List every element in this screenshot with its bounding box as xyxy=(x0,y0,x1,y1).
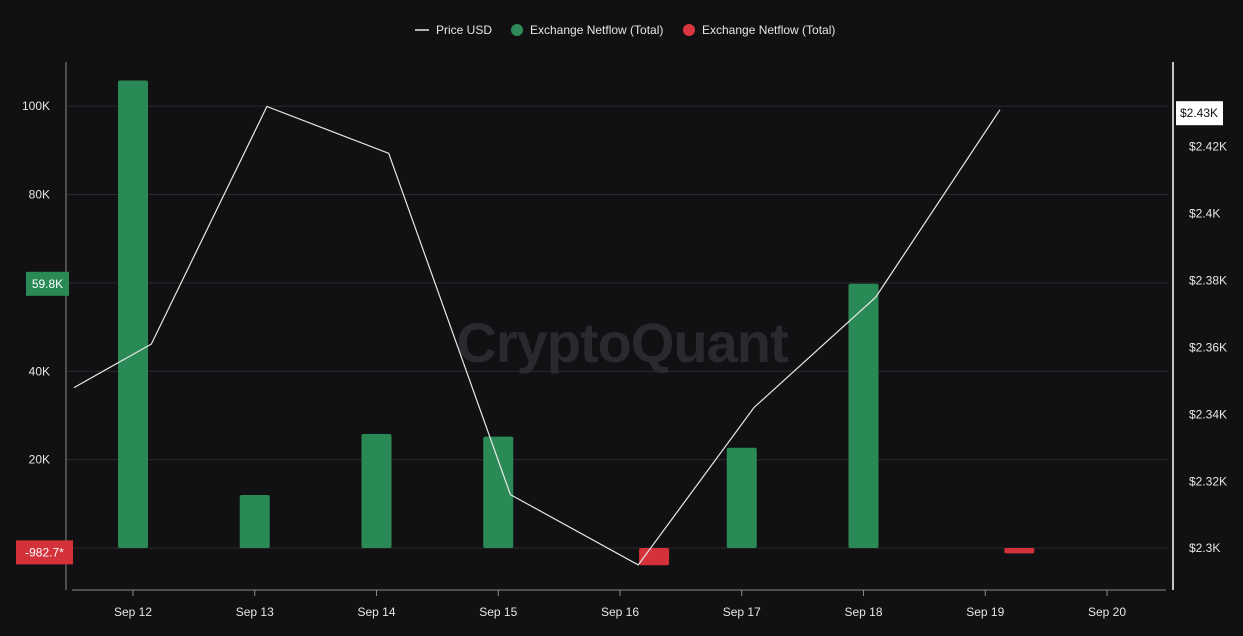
value-badge-label: 59.8K xyxy=(32,277,63,291)
right-tick-label: $2.3K xyxy=(1189,541,1220,555)
x-tick-label: Sep 17 xyxy=(723,605,761,619)
price-badge-label: $2.43K xyxy=(1180,106,1218,120)
legend-label[interactable]: Price USD xyxy=(436,23,492,37)
netflow-bar-positive xyxy=(239,495,270,549)
left-tick-label: 40K xyxy=(29,364,50,378)
netflow-bar-positive xyxy=(118,80,148,549)
right-tick-label: $2.32K xyxy=(1189,474,1227,488)
x-tick-label: Sep 15 xyxy=(479,605,517,619)
x-tick-label: Sep 12 xyxy=(114,605,152,619)
price-badge xyxy=(1176,101,1223,126)
value-badge xyxy=(16,540,73,565)
value-badge-label: -982.7* xyxy=(25,545,64,559)
right-tick-label: $2.42K xyxy=(1189,140,1227,154)
right-tick-label: $2.34K xyxy=(1189,407,1227,421)
netflow-bar-negative xyxy=(639,548,670,566)
legend-label[interactable]: Exchange Netflow (Total) xyxy=(530,23,663,37)
legend-dot-swatch[interactable] xyxy=(683,24,695,36)
legend-label[interactable]: Exchange Netflow (Total) xyxy=(702,23,835,37)
right-tick-label: $2.38K xyxy=(1189,273,1227,287)
left-tick-label: 80K xyxy=(29,188,50,202)
axes: Sep 12 Sep 13 Sep 14 Sep 15 Sep 16 Sep 17 Sep … xyxy=(16,62,1227,619)
watermark: CryptoQuant xyxy=(456,311,788,374)
netflow-bar-positive xyxy=(361,434,392,549)
value-badge xyxy=(26,271,69,296)
x-tick-label: Sep 13 xyxy=(236,605,274,619)
x-tick-label: Sep 20 xyxy=(1088,605,1126,619)
x-tick-label: Sep 19 xyxy=(966,605,1004,619)
netflow-bar-negative xyxy=(1004,548,1035,554)
legend-dot-swatch[interactable] xyxy=(511,24,523,36)
x-tick-label: Sep 16 xyxy=(601,605,639,619)
right-tick-label: $2.4K xyxy=(1189,207,1220,221)
netflow-bar-positive xyxy=(483,436,514,549)
netflow-bar-positive xyxy=(848,283,879,549)
price-line xyxy=(73,105,1001,566)
netflow-bars xyxy=(118,80,1035,566)
netflow-bar-positive xyxy=(726,447,757,549)
left-tick-label: 100K xyxy=(22,99,50,113)
x-tick-label: Sep 18 xyxy=(844,605,882,619)
x-tick-label: Sep 14 xyxy=(357,605,395,619)
right-tick-label: $2.36K xyxy=(1189,340,1227,354)
price-line-layer xyxy=(73,105,1001,566)
left-tick-label: 20K xyxy=(29,453,50,467)
legend[interactable]: Price USD Exchange Netflow (Total) Exchang… xyxy=(415,23,835,37)
